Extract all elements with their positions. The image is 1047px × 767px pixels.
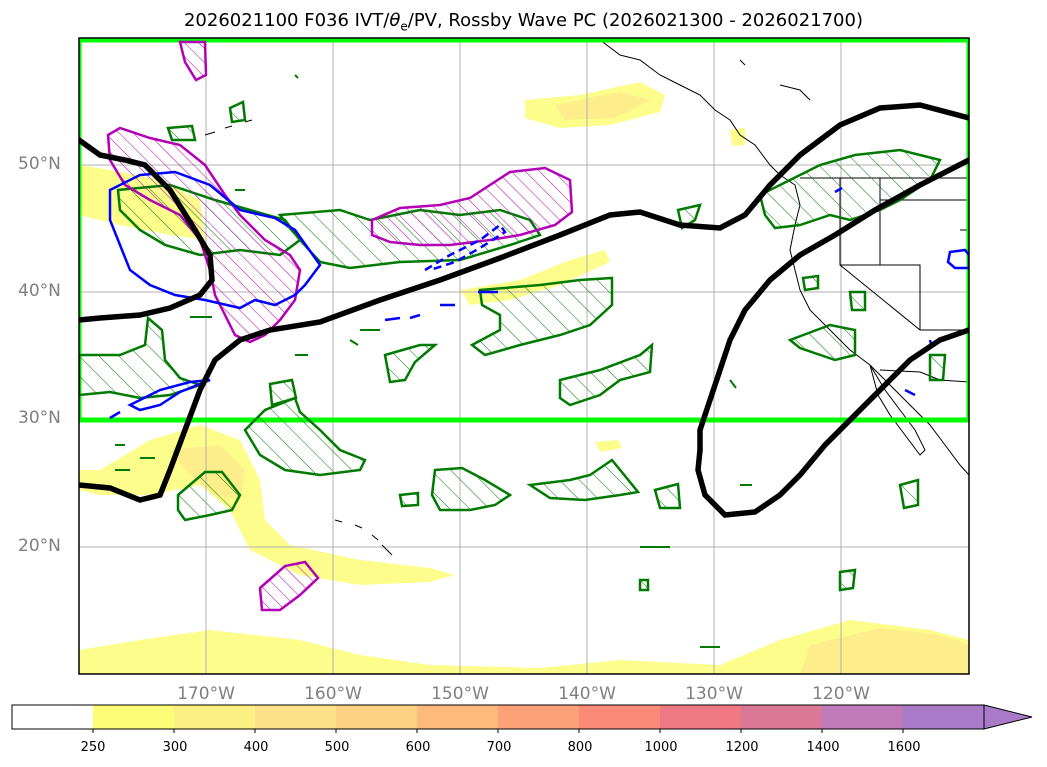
lon-label-140w: 140°W	[558, 684, 616, 704]
theta-e-contour	[676, 203, 702, 230]
theta-e-contour	[638, 578, 650, 592]
lat-label-30n: 30°N	[18, 408, 61, 428]
ivt-region-small	[595, 440, 622, 452]
theta-e-contour	[243, 396, 367, 477]
theta-e-contour	[787, 323, 857, 362]
theta-e-contour	[758, 148, 942, 230]
colorbar-label: 800	[567, 740, 593, 755]
colorbar-segment	[822, 705, 903, 729]
map-title: 2026021100 F036 IVT/θe/PV, Rossby Wave P…	[183, 10, 863, 34]
theta-e-contour	[838, 568, 857, 592]
lon-label-150w: 150°W	[431, 684, 489, 704]
theta-e-contour	[268, 378, 298, 407]
colorbar-segment-below	[12, 705, 93, 729]
colorbar-label: 250	[80, 740, 106, 755]
theta-e-contour	[848, 290, 867, 312]
pv-contour	[178, 40, 208, 82]
lat-label-40n: 40°N	[18, 281, 61, 301]
colorbar-segment	[741, 705, 822, 729]
pv-contour	[258, 560, 320, 612]
pv-contour	[370, 166, 574, 247]
colorbar-segment	[255, 705, 336, 729]
ivt-region-coast	[730, 128, 745, 146]
hawaii-islands	[334, 519, 393, 556]
colorbar-segment	[336, 705, 417, 729]
colorbar-segment	[174, 705, 255, 729]
theta-e-contour	[166, 124, 197, 142]
colorbar-label: 1000	[644, 740, 678, 755]
theta-e-contour	[176, 470, 242, 522]
theta-e-contour	[469, 276, 614, 357]
rossby-wave-contour-north	[79, 137, 215, 323]
map-frame	[78, 37, 970, 675]
theta-e-contour	[526, 458, 641, 502]
rossby-wave-contours	[79, 102, 969, 518]
colorbar-label: 600	[405, 740, 431, 755]
colorbar-label: 300	[162, 740, 188, 755]
theta-e-contour	[653, 482, 682, 510]
alaska-coast	[599, 39, 781, 176]
colorbar-segment	[579, 705, 660, 729]
colorbar-extend-arrow	[983, 704, 1033, 730]
lon-label-120w: 120°W	[812, 684, 870, 704]
ivt-region-south	[79, 620, 969, 674]
pv-blue-contour	[127, 378, 211, 412]
colorbar-segment	[93, 705, 174, 729]
theta-e-contour	[558, 342, 654, 407]
state-lines	[839, 178, 969, 331]
colorbar-strip	[11, 704, 1033, 733]
theta-e-contour	[430, 466, 513, 512]
lat-label-20n: 20°N	[18, 536, 61, 556]
lat-label-50n: 50°N	[18, 154, 61, 174]
aleutian-islands	[204, 119, 253, 136]
baja-california	[869, 364, 926, 456]
highlight-box	[79, 38, 969, 423]
pv-contours	[106, 40, 574, 612]
alaska-islands	[739, 59, 811, 101]
theta-e-contour	[383, 343, 439, 384]
theta-e-contour	[801, 274, 820, 292]
rossby-wave-contour-east	[697, 157, 969, 453]
rossby-wave-contour-central	[79, 102, 969, 503]
pv-blue-contour-dashed	[424, 223, 507, 272]
colorbar-label: 500	[324, 740, 350, 755]
theta-e-contour	[228, 100, 247, 124]
colorbar-label: 400	[243, 740, 269, 755]
colorbar-label: 1600	[887, 740, 921, 755]
theta-e-contour	[898, 478, 920, 510]
colorbar-label: 1400	[806, 740, 840, 755]
colorbar-segment	[417, 705, 498, 729]
theta-e-contour	[79, 315, 204, 400]
pv-blue-contour	[108, 170, 322, 310]
rossby-wave-contour-south	[695, 327, 969, 518]
colorbar-segment	[660, 705, 741, 729]
theta-e-contour	[398, 491, 420, 508]
colorbar-label: 700	[486, 740, 512, 755]
colorbar-segment	[903, 705, 984, 729]
theta-e-contour	[928, 353, 947, 382]
colorbar-label: 1200	[725, 740, 759, 755]
lon-label-170w: 170°W	[177, 684, 235, 704]
colorbar-segment	[498, 705, 579, 729]
theta-e-small-marks	[115, 74, 752, 648]
lon-label-130w: 130°W	[685, 684, 743, 704]
lon-label-160w: 160°W	[304, 684, 362, 704]
